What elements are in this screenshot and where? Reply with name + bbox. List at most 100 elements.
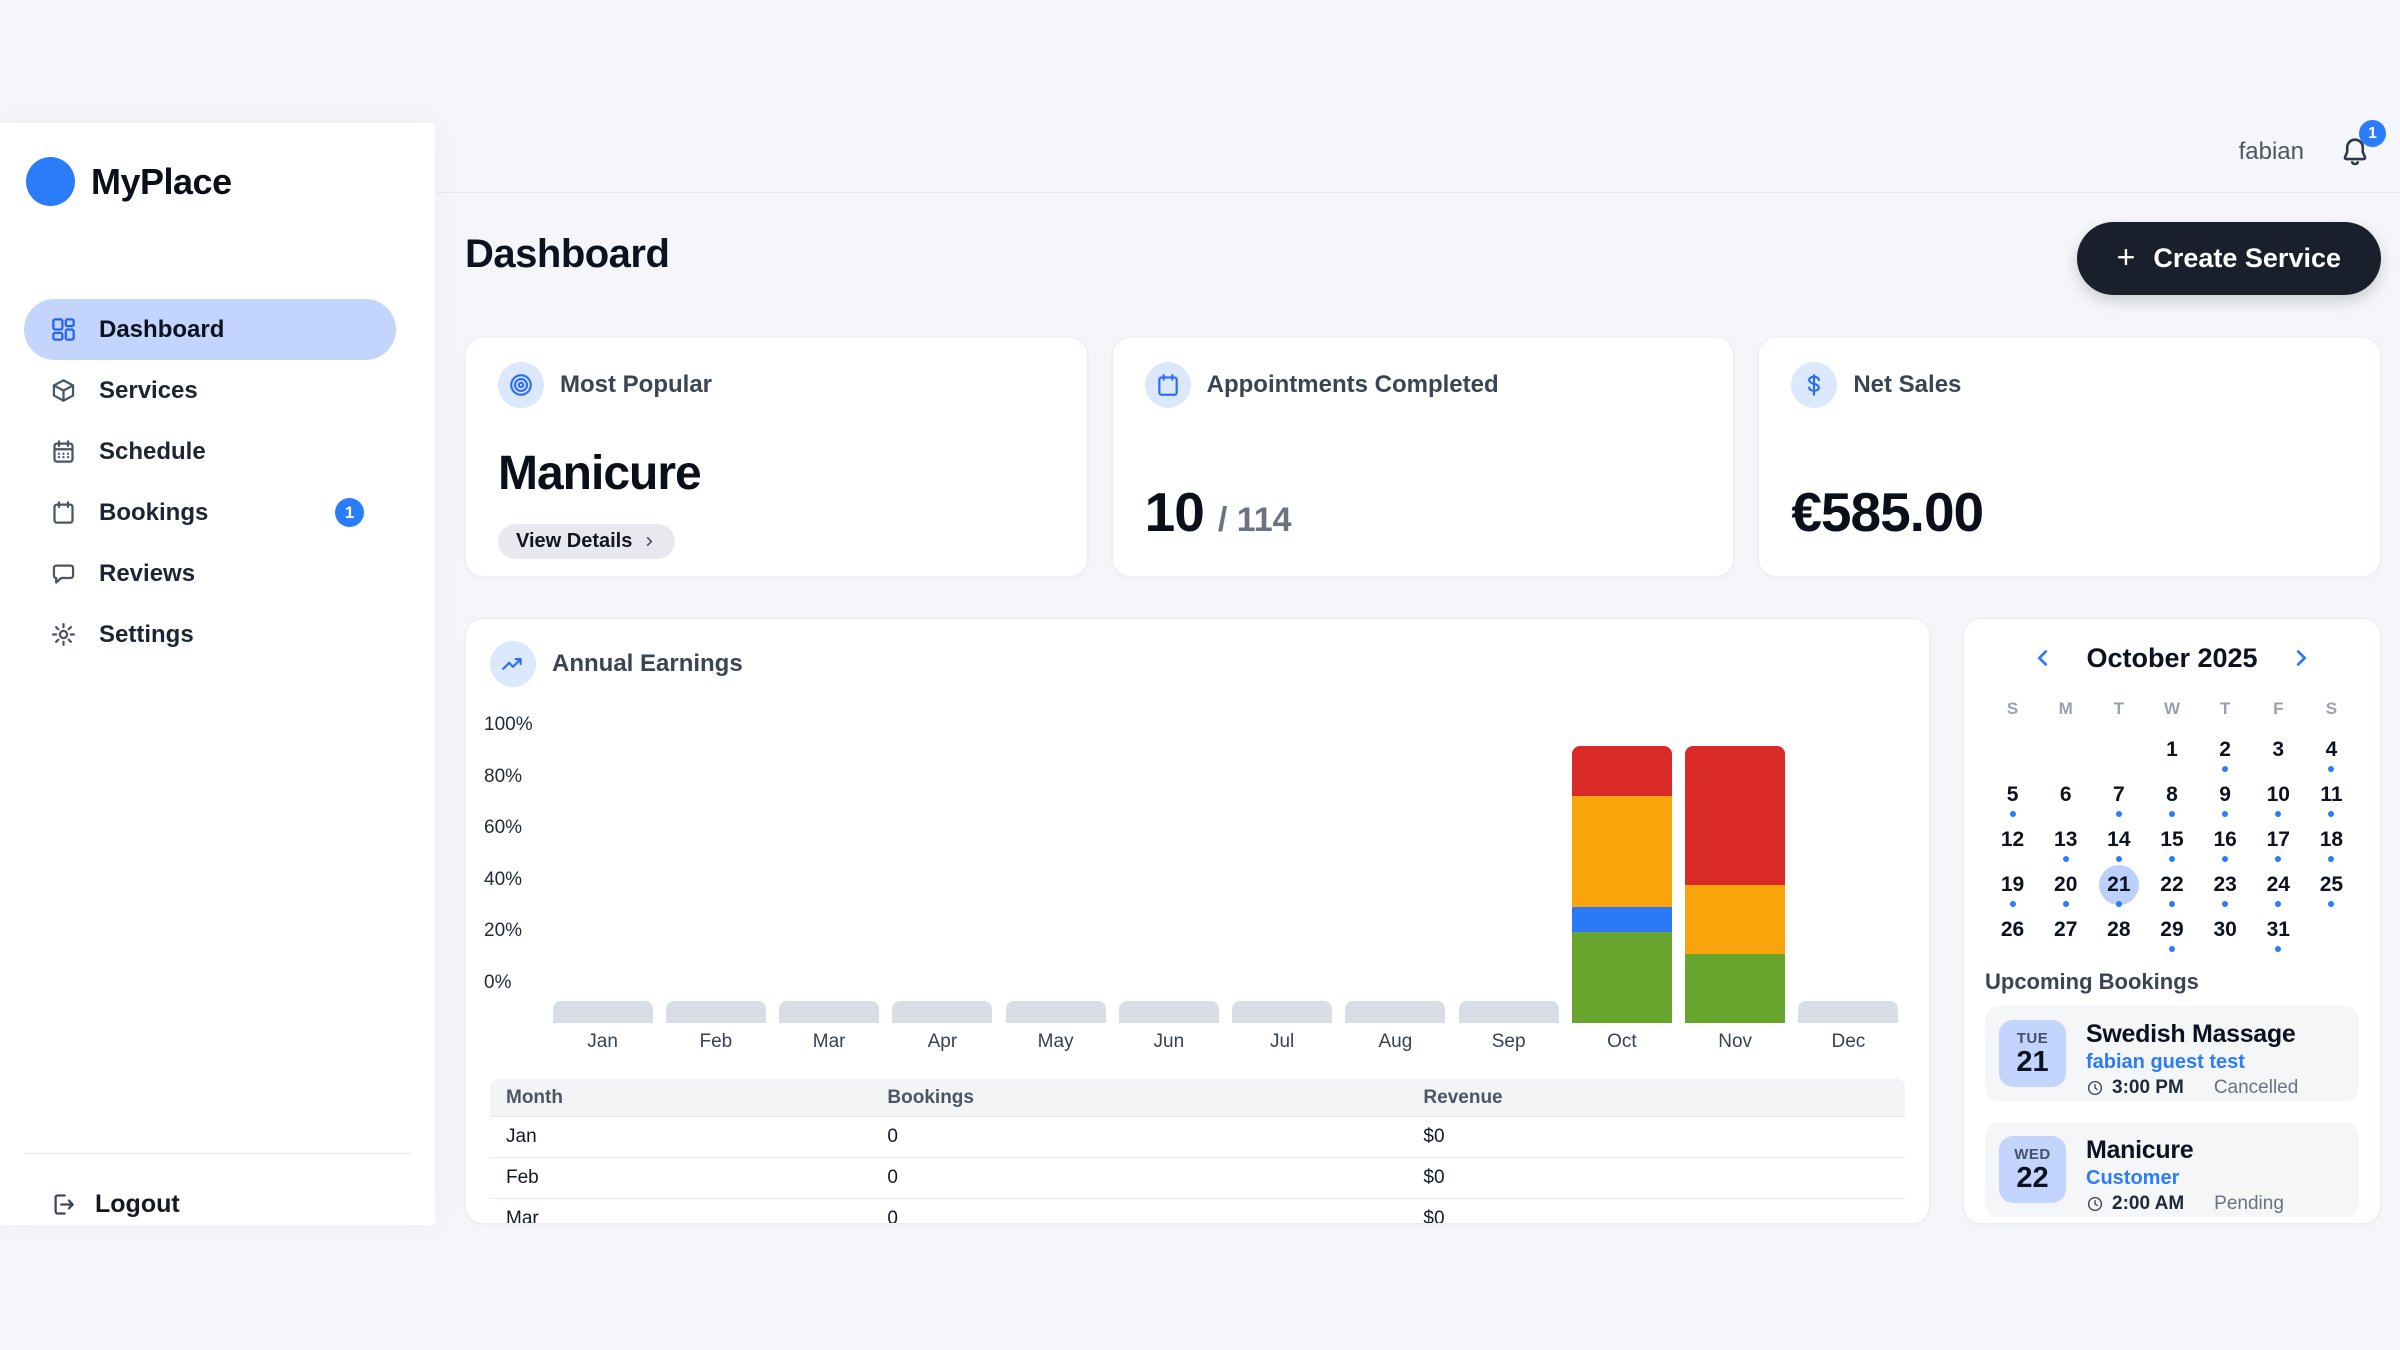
calendar-check-icon bbox=[53, 440, 74, 463]
day-number: 30 bbox=[2213, 917, 2237, 941]
table-cell: Jan bbox=[490, 1117, 872, 1158]
chevron-right-icon bbox=[2296, 650, 2306, 666]
stat-label: Net Sales bbox=[1853, 371, 1962, 398]
day-cell-25[interactable]: 25 bbox=[2305, 862, 2358, 907]
day-cell-21[interactable]: 21 bbox=[2092, 862, 2145, 907]
day-number: 31 bbox=[2266, 917, 2290, 941]
day-cell-14[interactable]: 14 bbox=[2092, 817, 2145, 862]
sidebar-item-schedule[interactable]: Schedule bbox=[24, 421, 396, 482]
table-header-cell: Bookings bbox=[871, 1079, 1408, 1117]
day-cell-18[interactable]: 18 bbox=[2305, 817, 2358, 862]
sidebar-item-label: Settings bbox=[99, 620, 194, 648]
x-tick-label: Jun bbox=[1153, 1031, 1185, 1052]
day-cell-30[interactable]: 30 bbox=[2199, 907, 2252, 952]
day-cell-6[interactable]: 6 bbox=[2039, 772, 2092, 817]
day-cell-4[interactable]: 4 bbox=[2305, 727, 2358, 772]
calendar-icon bbox=[53, 501, 74, 524]
user-menu[interactable]: fabian bbox=[2238, 138, 2304, 165]
green-segment bbox=[1571, 931, 1672, 1023]
y-tick-label: 20% bbox=[484, 920, 523, 942]
weekday-label: T bbox=[2219, 699, 2231, 718]
day-cell-9[interactable]: 9 bbox=[2199, 772, 2252, 817]
logout-button[interactable]: Logout bbox=[50, 1181, 180, 1227]
day-cell-12[interactable]: 12 bbox=[1986, 817, 2039, 862]
weekday-label: S bbox=[2006, 699, 2019, 718]
bar-oct bbox=[1565, 746, 1678, 1023]
day-cell-26[interactable]: 26 bbox=[1986, 907, 2039, 952]
day-cell-16[interactable]: 16 bbox=[2199, 817, 2252, 862]
stat-value: Manicure bbox=[498, 447, 702, 500]
day-cell-20[interactable]: 20 bbox=[2039, 862, 2092, 907]
plus-icon: + bbox=[2116, 239, 2136, 275]
day-number: 13 bbox=[2054, 827, 2078, 851]
booking-body: Manicure Customer 2:00 AM Pending bbox=[2086, 1136, 2284, 1214]
day-cell-27[interactable]: 27 bbox=[2039, 907, 2092, 952]
view-details-button[interactable]: View Details bbox=[498, 524, 676, 559]
booking-dot bbox=[2328, 901, 2335, 907]
day-cell-2[interactable]: 2 bbox=[2199, 727, 2252, 772]
create-service-button[interactable]: + Create Service bbox=[2076, 222, 2381, 295]
page-title: Dashboard bbox=[465, 232, 670, 276]
bar-nov bbox=[1679, 746, 1792, 1023]
stat-value: 10 bbox=[1144, 481, 1205, 543]
booking-day: 22 bbox=[2016, 1162, 2049, 1194]
day-cell-13[interactable]: 13 bbox=[2039, 817, 2092, 862]
day-cell-15[interactable]: 15 bbox=[2145, 817, 2198, 862]
day-cell-5[interactable]: 5 bbox=[1986, 772, 2039, 817]
day-cell-19[interactable]: 19 bbox=[1986, 862, 2039, 907]
calendar-next-button[interactable] bbox=[2284, 641, 2318, 675]
x-tick-label: Dec bbox=[1831, 1031, 1866, 1052]
chart-header: Annual Earnings bbox=[490, 641, 743, 687]
day-cell-11[interactable]: 11 bbox=[2305, 772, 2358, 817]
day-number: 4 bbox=[2325, 737, 2338, 761]
weekday-label: F bbox=[2273, 699, 2284, 718]
empty-month-bar bbox=[779, 1001, 880, 1023]
sidebar-item-reviews[interactable]: Reviews bbox=[24, 543, 396, 604]
app-name: MyPlace bbox=[91, 160, 232, 202]
brand: MyPlace bbox=[26, 157, 232, 206]
notifications-button[interactable]: 1 bbox=[2338, 120, 2386, 170]
day-cell-28[interactable]: 28 bbox=[2092, 907, 2145, 952]
booking-body: Swedish Massage fabian guest test 3:00 P… bbox=[2086, 1020, 2298, 1098]
table-row: Jan 0 $0 bbox=[490, 1117, 1905, 1158]
view-details-label: View Details bbox=[516, 530, 633, 552]
sidebar-item-dashboard[interactable]: Dashboard bbox=[24, 299, 396, 360]
day-number: 3 bbox=[2272, 737, 2285, 761]
booking-card[interactable]: WED 22 Manicure Customer 2:00 AM Pending bbox=[1985, 1122, 2359, 1217]
day-cell-10[interactable]: 10 bbox=[2252, 772, 2305, 817]
day-cell-8[interactable]: 8 bbox=[2145, 772, 2198, 817]
stat-value: €585.00 bbox=[1791, 481, 1984, 543]
day-cell-1[interactable]: 1 bbox=[2145, 727, 2198, 772]
x-tick-label: Sep bbox=[1491, 1031, 1526, 1052]
weekday-label: M bbox=[2058, 699, 2073, 718]
day-cell-22[interactable]: 22 bbox=[2145, 862, 2198, 907]
bar-sep bbox=[1452, 746, 1565, 1023]
sidebar-item-bookings[interactable]: Bookings 1 bbox=[24, 482, 396, 543]
day-cell-23[interactable]: 23 bbox=[2199, 862, 2252, 907]
x-tick-label: Jan bbox=[587, 1031, 618, 1052]
booking-status: Cancelled bbox=[2213, 1077, 2299, 1098]
day-cell-17[interactable]: 17 bbox=[2252, 817, 2305, 862]
calendar-month-title: October 2025 bbox=[2086, 642, 2258, 673]
x-tick-label: Mar bbox=[812, 1031, 846, 1052]
clock-icon bbox=[2087, 1080, 2103, 1096]
day-number: 15 bbox=[2160, 827, 2184, 851]
day-cell-29[interactable]: 29 bbox=[2145, 907, 2198, 952]
sidebar-item-label: Reviews bbox=[99, 559, 196, 587]
booking-dot bbox=[2115, 901, 2122, 907]
day-cell-7[interactable]: 7 bbox=[2092, 772, 2145, 817]
calendar-prev-button[interactable] bbox=[2026, 641, 2060, 675]
stats-row: Most Popular Manicure View Details Appoin… bbox=[465, 337, 2381, 577]
day-cell-3[interactable]: 3 bbox=[2252, 727, 2305, 772]
day-cell-31[interactable]: 31 bbox=[2252, 907, 2305, 952]
booking-customer-link[interactable]: Customer bbox=[2086, 1167, 2180, 1189]
booking-date-tile: TUE 21 bbox=[1999, 1020, 2066, 1087]
sidebar-item-services[interactable]: Services bbox=[24, 360, 396, 421]
day-number: 28 bbox=[2107, 917, 2131, 941]
day-cell-24[interactable]: 24 bbox=[2252, 862, 2305, 907]
booking-customer-link[interactable]: fabian guest test bbox=[2086, 1051, 2245, 1073]
sidebar-item-settings[interactable]: Settings bbox=[24, 604, 396, 665]
day-number: 9 bbox=[2219, 782, 2231, 806]
booking-card[interactable]: TUE 21 Swedish Massage fabian guest test… bbox=[1985, 1006, 2359, 1101]
day-number: 2 bbox=[2219, 737, 2231, 761]
